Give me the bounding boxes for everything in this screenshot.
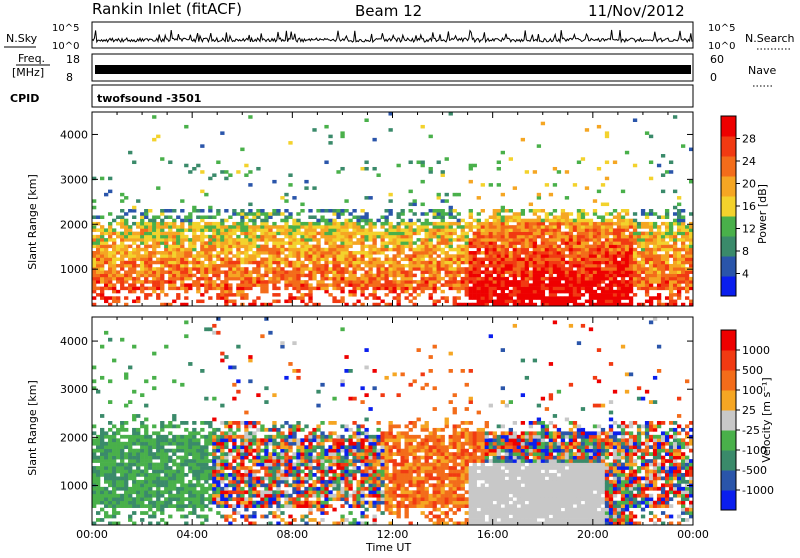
colorbar-swatch bbox=[721, 430, 736, 451]
nsky-tick-bottom: 10^0 bbox=[52, 41, 79, 52]
date-title: 11/Nov/2012 bbox=[588, 2, 685, 20]
power-colorbar: 28 24 20 16 12 8 4 Power [dB] bbox=[721, 116, 769, 297]
x-tick-label: 16:00 bbox=[477, 528, 509, 541]
colorbar-tick-label: 1000 bbox=[742, 344, 770, 357]
y-tick-label: 1000 bbox=[60, 263, 88, 276]
colorbar-swatch bbox=[721, 490, 736, 511]
nsky-trace bbox=[92, 30, 692, 42]
nave-tick-top: 60 bbox=[710, 53, 724, 66]
freq-tick-top: 18 bbox=[66, 53, 80, 66]
colorbar-tick-label: 20 bbox=[742, 178, 756, 191]
colorbar-tick-label: 8 bbox=[742, 245, 749, 258]
nsearch-tick-top: 10^5 bbox=[708, 23, 735, 34]
colorbar-swatch bbox=[721, 156, 736, 177]
x-tick-label: 12:00 bbox=[377, 528, 409, 541]
colorbar-tick-label: 500 bbox=[742, 364, 763, 377]
colorbar-swatch bbox=[721, 370, 736, 391]
colorbar-swatch bbox=[721, 256, 736, 277]
nsky-panel: N.Sky 10^5 10^0 10^5 10^0 N.Search bbox=[4, 22, 795, 52]
colorbar-tick-label: 28 bbox=[742, 133, 756, 146]
x-tick-label: 00:00 bbox=[677, 528, 709, 541]
colorbar-swatch bbox=[721, 350, 736, 371]
freq-panel: Freq. [MHz] 18 8 60 0 Nave bbox=[12, 52, 776, 86]
freq-trace bbox=[95, 65, 691, 74]
colorbar-swatch bbox=[721, 450, 736, 471]
nave-tick-bottom: 0 bbox=[710, 71, 717, 84]
nsky-line bbox=[92, 30, 692, 42]
y-tick-label: 2000 bbox=[60, 218, 88, 231]
cpid-panel: CPID twofsound -3501 bbox=[10, 85, 693, 107]
colorbar-swatch bbox=[721, 236, 736, 257]
freq-tick-bottom: 8 bbox=[66, 71, 73, 84]
colorbar-swatch bbox=[721, 410, 736, 431]
x-tick-label: 04:00 bbox=[176, 528, 208, 541]
nsearch-tick-bottom: 10^0 bbox=[708, 41, 735, 52]
colorbar-swatch bbox=[721, 276, 736, 297]
cpid-label: CPID bbox=[10, 92, 39, 105]
x-tick-label: 00:00 bbox=[76, 528, 108, 541]
freq-label: Freq. bbox=[18, 52, 45, 65]
velocity-panel: 4000 3000 2000 1000 Slant Range [km] bbox=[26, 317, 693, 525]
power-panel: 4000 3000 2000 1000 Slant Range [km] bbox=[26, 112, 693, 306]
colorbar-swatch bbox=[721, 176, 736, 197]
colorbar-swatch bbox=[721, 216, 736, 237]
power-colorbar-label: Power [dB] bbox=[756, 184, 769, 244]
y-tick-label: 3000 bbox=[60, 383, 88, 396]
colorbar-swatch bbox=[721, 470, 736, 491]
time-axis-label: Time UT bbox=[365, 541, 411, 554]
colorbar-swatch bbox=[721, 116, 736, 137]
power-colorbar-ticks: 28 24 20 16 12 8 4 bbox=[736, 133, 756, 281]
y-tick-label: 4000 bbox=[60, 128, 88, 141]
colorbar-tick-label: 12 bbox=[742, 223, 756, 236]
time-axis: 00:00 04:00 08:00 12:00 16:00 20:00 00:00 bbox=[76, 528, 709, 541]
x-tick-label: 20:00 bbox=[577, 528, 609, 541]
velocity-colorbar-label: Velocity [m s⁻¹] bbox=[760, 377, 773, 462]
y-tick-label: 1000 bbox=[60, 480, 88, 493]
colorbar-tick-label: 4 bbox=[742, 268, 749, 281]
cpid-program: twofsound -3501 bbox=[97, 92, 201, 105]
colorbar-tick-label: -1000 bbox=[742, 484, 774, 497]
nsky-label: N.Sky bbox=[6, 32, 38, 45]
velocity-ylabel: Slant Range [km] bbox=[26, 380, 39, 476]
freq-unit: [MHz] bbox=[12, 66, 44, 79]
colorbar-swatch bbox=[721, 330, 736, 351]
nsearch-label: N.Search bbox=[745, 32, 795, 45]
nave-label: Nave bbox=[748, 64, 776, 77]
y-tick-label: 3000 bbox=[60, 173, 88, 186]
colorbar-swatch bbox=[721, 390, 736, 411]
x-tick-label: 08:00 bbox=[276, 528, 308, 541]
colorbar-tick-label: 16 bbox=[742, 200, 756, 213]
colorbar-swatch bbox=[721, 136, 736, 157]
station-title: Rankin Inlet (fitACF) bbox=[92, 0, 242, 18]
beam-title: Beam 12 bbox=[355, 2, 422, 20]
y-tick-label: 4000 bbox=[60, 335, 88, 348]
colorbar-tick-label: -500 bbox=[742, 464, 767, 477]
colorbar-tick-label: 24 bbox=[742, 155, 756, 168]
nsky-tick-top: 10^5 bbox=[52, 23, 79, 34]
colorbar-tick-label: -25 bbox=[742, 424, 760, 437]
y-tick-label: 2000 bbox=[60, 431, 88, 444]
colorbar-swatch bbox=[721, 196, 736, 217]
power-ylabel: Slant Range [km] bbox=[26, 174, 39, 270]
colorbar-tick-label: 25 bbox=[742, 404, 756, 417]
